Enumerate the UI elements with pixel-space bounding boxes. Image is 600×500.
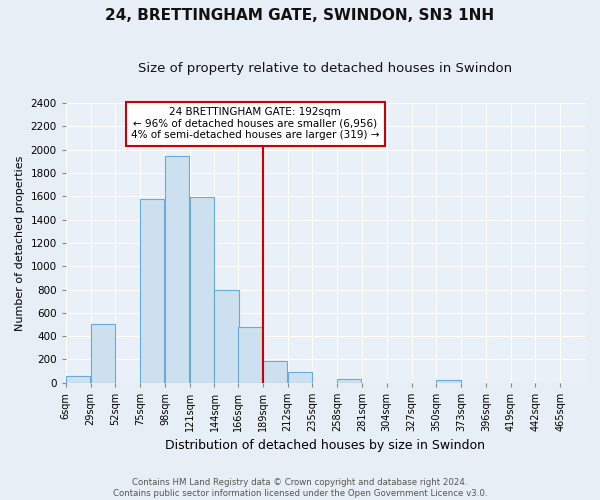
Text: 24, BRETTINGHAM GATE, SWINDON, SN3 1NH: 24, BRETTINGHAM GATE, SWINDON, SN3 1NH xyxy=(106,8,494,22)
Bar xyxy=(140,198,164,383)
Bar xyxy=(66,376,90,383)
Bar xyxy=(214,290,239,383)
Bar xyxy=(165,156,189,383)
Text: 24 BRETTINGHAM GATE: 192sqm
← 96% of detached houses are smaller (6,956)
4% of s: 24 BRETTINGHAM GATE: 192sqm ← 96% of det… xyxy=(131,108,380,140)
X-axis label: Distribution of detached houses by size in Swindon: Distribution of detached houses by size … xyxy=(166,440,485,452)
Bar xyxy=(436,380,461,383)
Bar xyxy=(238,327,262,383)
Bar xyxy=(263,360,287,383)
Text: Contains HM Land Registry data © Crown copyright and database right 2024.
Contai: Contains HM Land Registry data © Crown c… xyxy=(113,478,487,498)
Bar xyxy=(288,372,312,383)
Y-axis label: Number of detached properties: Number of detached properties xyxy=(15,155,25,330)
Bar xyxy=(91,324,115,383)
Bar xyxy=(337,378,361,383)
Bar xyxy=(190,198,214,383)
Title: Size of property relative to detached houses in Swindon: Size of property relative to detached ho… xyxy=(139,62,512,76)
